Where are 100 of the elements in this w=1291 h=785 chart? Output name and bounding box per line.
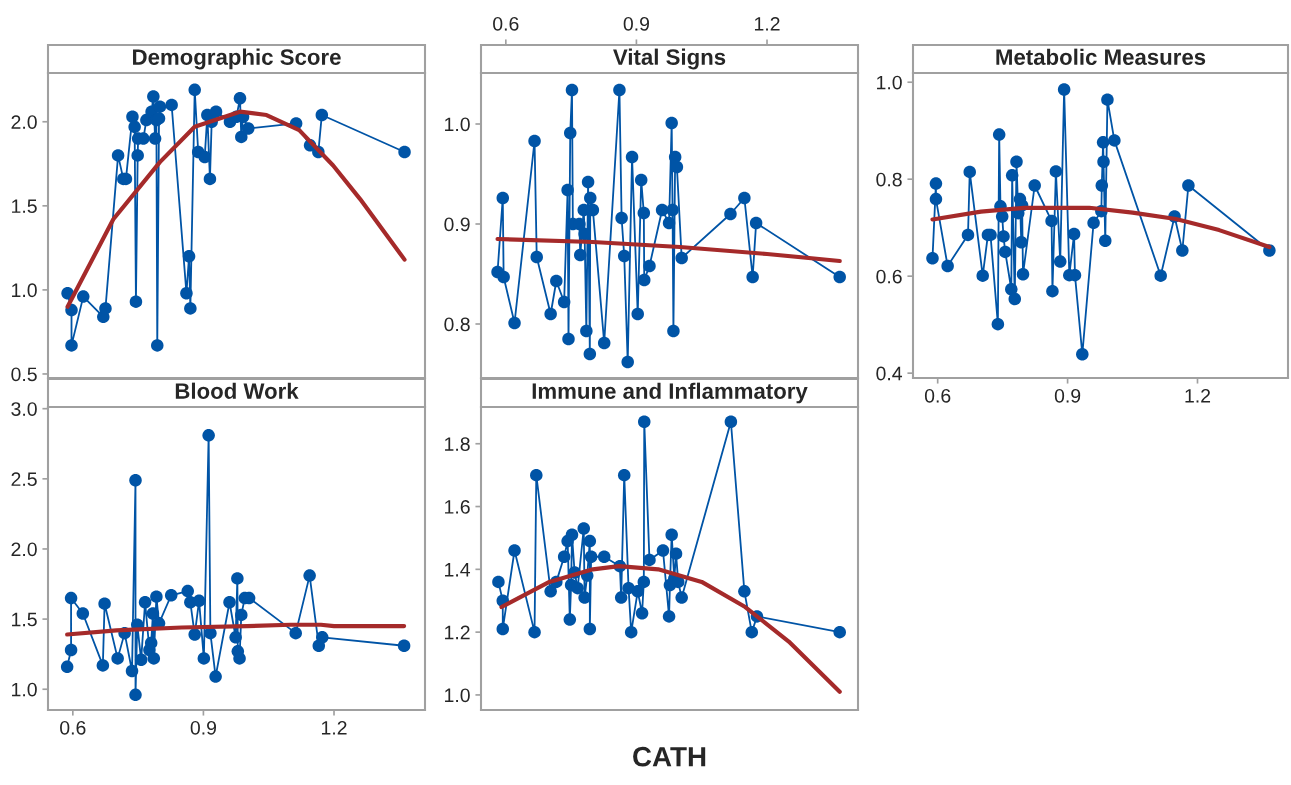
point (242, 122, 255, 135)
point (637, 206, 651, 220)
point (1099, 234, 1112, 248)
chart-title: Immune and Inflammatory (532, 382, 808, 404)
point (233, 91, 247, 105)
point (165, 98, 178, 112)
point (565, 528, 579, 542)
point (202, 429, 215, 442)
point (643, 259, 656, 273)
y-tick-label: 0.4 (876, 366, 903, 381)
point (1176, 244, 1189, 257)
point (184, 302, 197, 315)
point (316, 631, 329, 644)
point (583, 347, 597, 361)
point (1045, 214, 1058, 228)
point (198, 150, 211, 164)
point (665, 116, 678, 130)
point (1053, 255, 1067, 268)
point (96, 659, 110, 672)
point (192, 594, 206, 608)
point (561, 183, 574, 197)
point (1095, 179, 1109, 192)
point (583, 534, 597, 548)
point (929, 192, 943, 206)
x-tick-label: 0.9 (1054, 388, 1081, 403)
point (544, 585, 557, 598)
point (150, 590, 163, 603)
point (655, 203, 669, 217)
point (147, 90, 160, 103)
chart-title: Vital Signs (613, 48, 726, 70)
point (929, 177, 943, 190)
y-tick-label: 0.8 (444, 317, 470, 332)
point (397, 639, 411, 652)
point (188, 628, 201, 641)
chart-title: Blood Work (175, 382, 299, 399)
point (581, 175, 595, 189)
point (669, 547, 683, 560)
point (1015, 235, 1028, 249)
point (60, 660, 74, 674)
point (188, 83, 201, 97)
point (98, 597, 111, 610)
point (530, 468, 543, 482)
point (1087, 216, 1100, 230)
point (1016, 267, 1030, 281)
point (147, 652, 161, 665)
y-tick-label: 1.4 (445, 563, 471, 577)
point (577, 522, 590, 535)
point (209, 105, 223, 118)
y-tick-label: 1.8 (445, 437, 470, 451)
point (615, 211, 628, 225)
x-tick-label: 0.9 (190, 720, 217, 735)
point (749, 216, 763, 230)
point (617, 249, 631, 263)
point (229, 631, 242, 644)
point (1182, 179, 1195, 192)
point (550, 274, 563, 288)
point (111, 652, 124, 665)
y-tick-label: 1.0 (877, 75, 902, 90)
point (667, 324, 680, 338)
point (584, 191, 597, 205)
point (528, 134, 541, 148)
point (643, 553, 656, 567)
point (182, 250, 196, 263)
x-tick-label: 0.6 (493, 16, 519, 31)
point (597, 550, 611, 564)
point (563, 613, 577, 626)
y-tick-label: 2.5 (11, 472, 37, 487)
y-tick-label: 0.9 (444, 217, 470, 232)
point (181, 584, 194, 598)
point (99, 302, 112, 315)
point (597, 336, 611, 350)
point (580, 324, 593, 338)
point (1049, 165, 1063, 178)
point (631, 307, 644, 321)
point (997, 230, 1010, 243)
point (128, 120, 141, 134)
point (235, 130, 248, 144)
point (508, 316, 521, 330)
point (203, 172, 217, 186)
point (571, 581, 584, 595)
point (1154, 269, 1167, 282)
point (624, 625, 638, 639)
y-tick-label: 0.8 (876, 172, 902, 187)
point (1008, 292, 1022, 306)
point (638, 273, 651, 287)
point (1005, 169, 1019, 182)
x-tick-label: 1.2 (754, 16, 780, 31)
point (995, 210, 1009, 223)
point (1097, 155, 1110, 168)
point (1108, 134, 1121, 147)
point (528, 625, 541, 639)
point (151, 339, 164, 352)
point (573, 217, 586, 231)
point (1067, 227, 1081, 241)
point (146, 607, 160, 620)
point (656, 544, 670, 557)
point (544, 307, 557, 321)
point (941, 259, 954, 273)
point (129, 688, 142, 702)
point (662, 216, 676, 230)
